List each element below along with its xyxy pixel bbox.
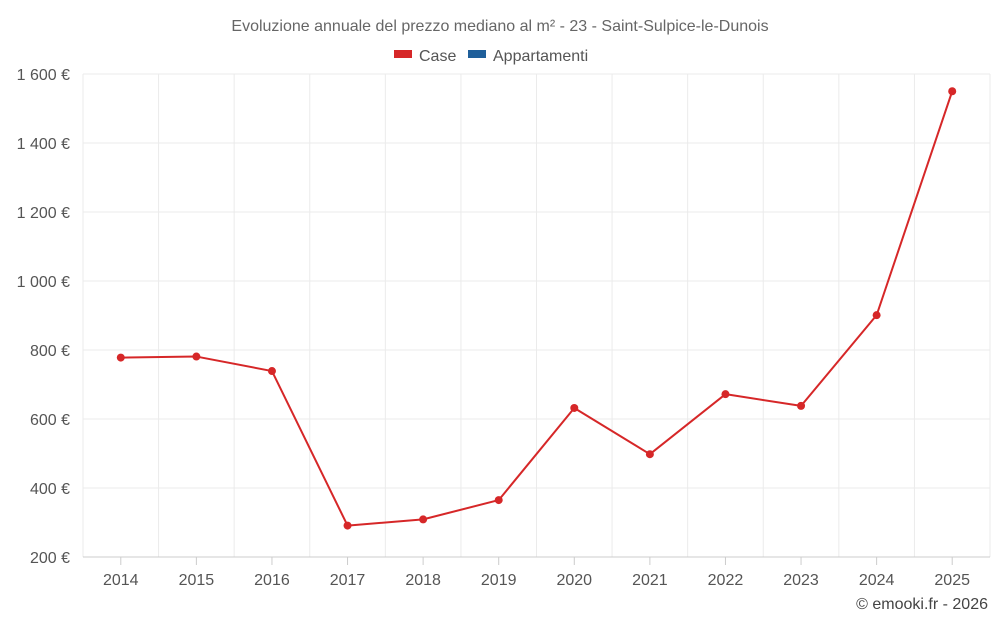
y-tick-label: 1 000 € [17, 274, 70, 291]
chart-title: Evoluzione annuale del prezzo mediano al… [231, 18, 768, 35]
legend-swatch-appartamenti [468, 50, 486, 58]
data-point-2024[interactable] [872, 311, 881, 320]
x-tick-label: 2016 [254, 572, 290, 589]
y-tick-label: 200 € [30, 550, 70, 567]
data-point-2021[interactable] [645, 450, 654, 459]
y-tick-label: 800 € [30, 343, 70, 360]
data-point-2017[interactable] [343, 521, 352, 530]
legend-label-appartamenti[interactable]: Appartamenti [493, 48, 588, 65]
x-tick-label: 2015 [179, 572, 215, 589]
data-point-2020[interactable] [570, 403, 579, 412]
x-tick-label: 2021 [632, 572, 668, 589]
y-tick-label: 1 200 € [17, 205, 70, 222]
x-tick-label: 2019 [481, 572, 517, 589]
x-tick-label: 2017 [330, 572, 366, 589]
y-axis-ticks: 200 € 400 € 600 € 800 € 1 000 € 1 200 € 1 400 … [17, 67, 70, 567]
data-point-2015[interactable] [192, 352, 201, 361]
data-point-2016[interactable] [267, 367, 276, 376]
x-tick-label: 2018 [405, 572, 441, 589]
data-point-2019[interactable] [494, 496, 503, 505]
legend-label-case[interactable]: Case [419, 48, 456, 65]
series-line-case [120, 90, 954, 527]
x-tick-label: 2023 [783, 572, 819, 589]
x-tick-label: 2024 [859, 572, 895, 589]
data-point-2025[interactable] [948, 87, 957, 96]
data-point-2022[interactable] [721, 390, 730, 399]
credit-text: © emooki.fr - 2026 [856, 596, 988, 613]
x-tick-label: 2022 [708, 572, 744, 589]
y-tick-label: 1 600 € [17, 67, 70, 84]
x-tick-label: 2025 [934, 572, 970, 589]
x-tick-label: 2014 [103, 572, 139, 589]
data-point-2014[interactable] [116, 353, 125, 362]
series-case [116, 87, 957, 530]
y-tick-label: 600 € [30, 412, 70, 429]
legend-swatch-case [394, 50, 412, 58]
gridlines [82, 73, 991, 557]
y-tick-label: 400 € [30, 481, 70, 498]
data-point-2018[interactable] [419, 515, 428, 524]
x-tick-label: 2020 [556, 572, 592, 589]
legend: Case Appartamenti [394, 48, 588, 65]
x-axis-ticks: 2014 2015 2016 2017 2018 2019 2020 2021 2022 2023… [103, 557, 970, 589]
data-point-2023[interactable] [797, 401, 806, 410]
y-tick-label: 1 400 € [17, 136, 70, 153]
